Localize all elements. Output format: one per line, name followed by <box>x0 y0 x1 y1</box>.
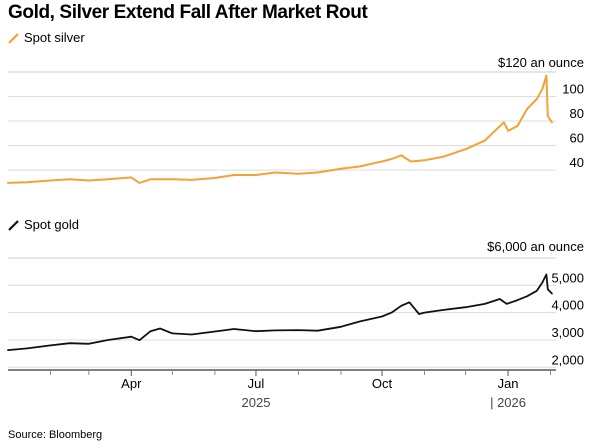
legend-silver-swatch <box>8 33 19 44</box>
x-year-label-1: | 2026 <box>490 395 526 410</box>
ytick-label-spot-gold-2: 4,000 <box>551 298 584 313</box>
legend-gold: Spot gold <box>8 217 79 232</box>
x-year-label-0: 2025 <box>242 395 271 410</box>
ytick-label-spot-gold-1: 3,000 <box>551 325 584 340</box>
x-month-label-2: Oct <box>372 376 393 391</box>
legend-silver: Spot silver <box>8 30 85 45</box>
ytick-label-spot-silver-3: 100 <box>562 82 584 97</box>
legend-silver-label: Spot silver <box>24 30 85 45</box>
source-note: Source: Bloomberg <box>8 429 103 441</box>
ytick-label-spot-gold-3: 5,000 <box>551 270 584 285</box>
x-month-label-3: Jan <box>498 376 519 391</box>
x-month-label-1: Jul <box>248 376 265 391</box>
legend-gold-swatch <box>8 220 19 231</box>
ytick-label-spot-silver-2: 80 <box>570 106 584 121</box>
silver-unit-label: $120 an ounce <box>497 55 584 70</box>
legend-gold-label: Spot gold <box>24 217 79 232</box>
spot-silver-line <box>7 74 553 184</box>
x-month-label-0: Apr <box>121 376 142 391</box>
spot-gold-line <box>7 273 553 352</box>
ytick-label-spot-silver-1: 60 <box>570 131 584 146</box>
ytick-label-spot-gold-0: 2,000 <box>551 352 584 367</box>
gold-unit-label: $6,000 an ounce <box>487 239 584 254</box>
ytick-label-spot-silver-0: 40 <box>570 155 584 170</box>
chart-title: Gold, Silver Extend Fall After Market Ro… <box>8 2 368 23</box>
